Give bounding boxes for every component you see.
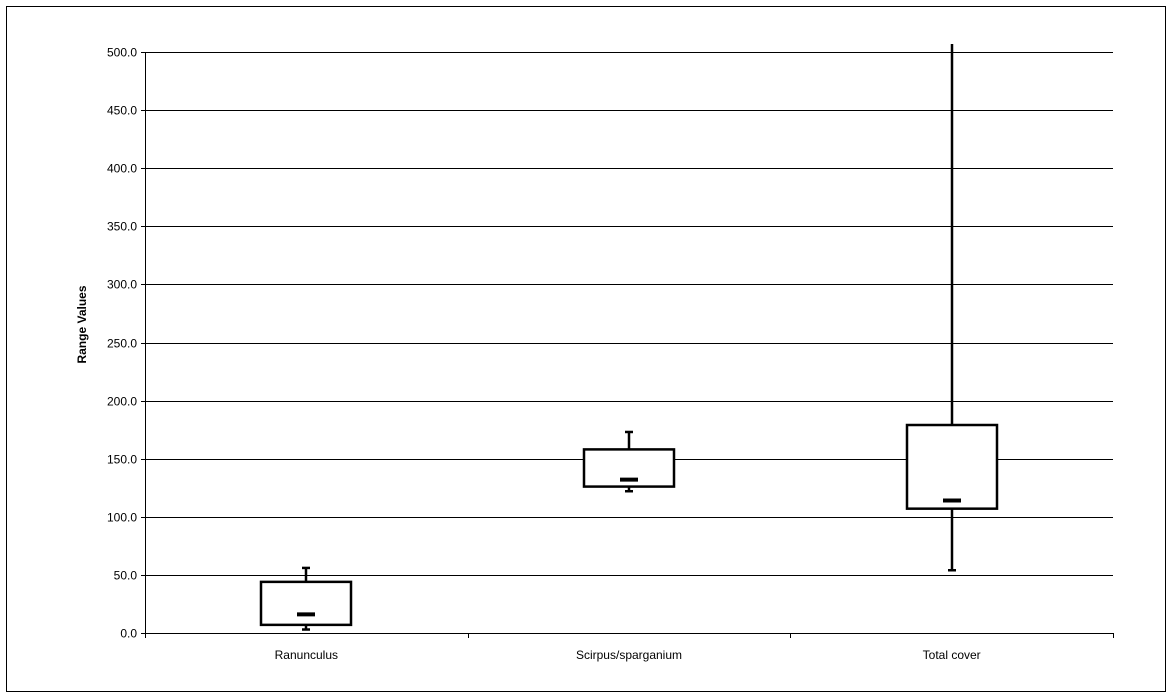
y-tick-label: 150.0 [107,453,137,467]
y-tick-label: 0.0 [120,627,137,641]
y-tick-label: 50.0 [114,569,138,583]
box-total-cover [905,44,999,572]
y-tick-label: 250.0 [107,337,137,351]
y-tick-labels: 0.0 50.0 100.0 150.0 200.0 250.0 300.0 350.0 400… [107,46,137,641]
y-tick-label: 300.0 [107,278,137,292]
y-tick-label: 450.0 [107,104,137,118]
iqr-box [905,423,999,510]
y-tick-label: 400.0 [107,162,137,176]
y-tick-label: 100.0 [107,511,137,525]
boxes [259,44,999,631]
x-tick-label: Ranunculus [275,648,338,662]
y-tick-label: 200.0 [107,395,137,409]
x-tick-labels: Ranunculus Scirpus/sparganium Total cover [275,648,981,662]
x-tick-label: Total cover [923,648,981,662]
chart-frame [6,6,1166,692]
iqr-box [259,580,353,627]
box-scirpus-sparganium [582,430,676,493]
x-tick-label: Scirpus/sparganium [576,648,682,662]
y-tick-label: 500.0 [107,46,137,60]
axes [145,52,1113,634]
box-ranunculus [259,566,353,631]
y-axis-title: Range Values [75,285,89,363]
gridlines [141,52,1114,638]
y-tick-label: 350.0 [107,220,137,234]
